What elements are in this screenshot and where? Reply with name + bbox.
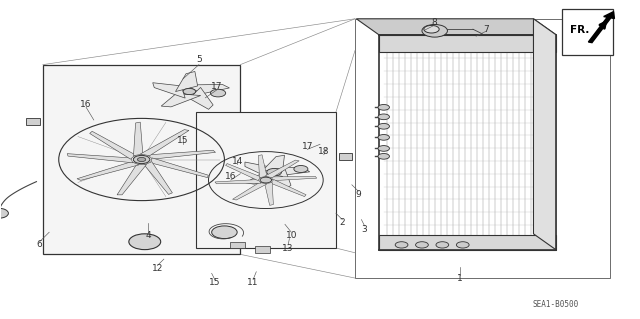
Text: 14: 14	[232, 157, 243, 166]
Text: 13: 13	[282, 243, 294, 253]
Polygon shape	[77, 162, 139, 180]
Circle shape	[436, 242, 449, 248]
Circle shape	[378, 135, 390, 140]
Circle shape	[378, 114, 390, 120]
Polygon shape	[161, 93, 201, 107]
Text: SEA1-B0500: SEA1-B0500	[532, 300, 579, 309]
Circle shape	[183, 88, 196, 95]
Polygon shape	[232, 182, 267, 200]
Text: 1: 1	[458, 274, 463, 283]
Circle shape	[456, 242, 469, 248]
Polygon shape	[356, 19, 556, 34]
Circle shape	[294, 166, 308, 173]
Polygon shape	[67, 154, 132, 163]
Polygon shape	[150, 158, 209, 178]
Text: 6: 6	[36, 241, 42, 249]
Polygon shape	[144, 162, 172, 194]
Circle shape	[395, 242, 408, 248]
Text: 16: 16	[81, 100, 92, 109]
Polygon shape	[225, 164, 261, 181]
Bar	[339, 153, 352, 160]
Polygon shape	[148, 150, 216, 159]
Polygon shape	[215, 180, 261, 184]
Text: 9: 9	[355, 190, 361, 199]
Circle shape	[212, 226, 237, 239]
Polygon shape	[534, 19, 556, 250]
Bar	[255, 247, 270, 253]
Polygon shape	[189, 87, 213, 109]
Polygon shape	[153, 83, 185, 98]
Circle shape	[0, 208, 8, 218]
Text: 7: 7	[483, 25, 488, 34]
Polygon shape	[265, 160, 299, 178]
Polygon shape	[265, 182, 273, 205]
Circle shape	[378, 105, 390, 110]
Text: 17: 17	[301, 142, 313, 151]
Polygon shape	[90, 131, 136, 159]
Circle shape	[378, 145, 390, 151]
Polygon shape	[245, 162, 269, 178]
Circle shape	[260, 177, 271, 183]
Circle shape	[422, 25, 447, 37]
Circle shape	[378, 123, 390, 129]
Bar	[355, 19, 610, 278]
Bar	[562, 9, 613, 55]
Circle shape	[415, 242, 428, 248]
Circle shape	[129, 234, 161, 250]
Text: 2: 2	[339, 218, 345, 227]
FancyArrow shape	[588, 11, 614, 43]
Polygon shape	[185, 85, 230, 94]
Text: 16: 16	[225, 172, 237, 182]
Polygon shape	[271, 176, 317, 181]
Text: 10: 10	[285, 231, 297, 240]
Circle shape	[378, 153, 390, 159]
Text: 5: 5	[196, 56, 202, 64]
Polygon shape	[140, 130, 189, 156]
Bar	[43, 65, 241, 254]
Bar	[230, 242, 245, 248]
Circle shape	[211, 89, 226, 97]
Polygon shape	[272, 169, 291, 189]
Bar	[379, 235, 556, 250]
Circle shape	[424, 26, 439, 33]
Polygon shape	[117, 164, 147, 195]
Text: 15: 15	[209, 278, 221, 287]
Polygon shape	[262, 155, 285, 171]
Polygon shape	[246, 173, 283, 184]
Text: 11: 11	[247, 278, 259, 287]
Circle shape	[267, 168, 282, 176]
Text: 3: 3	[362, 225, 367, 234]
Polygon shape	[175, 71, 198, 92]
Polygon shape	[259, 155, 267, 178]
Circle shape	[133, 155, 150, 164]
Bar	[379, 34, 556, 52]
Polygon shape	[134, 122, 143, 156]
Polygon shape	[271, 180, 306, 197]
Bar	[26, 118, 40, 125]
Text: 18: 18	[318, 147, 330, 156]
Text: FR.: FR.	[570, 25, 589, 35]
Text: 15: 15	[177, 136, 189, 145]
Polygon shape	[272, 166, 310, 175]
Text: 17: 17	[211, 82, 223, 91]
Text: 12: 12	[152, 264, 163, 273]
Text: 8: 8	[432, 19, 438, 27]
Text: 4: 4	[145, 231, 151, 240]
Circle shape	[138, 158, 146, 161]
Bar	[196, 112, 336, 248]
